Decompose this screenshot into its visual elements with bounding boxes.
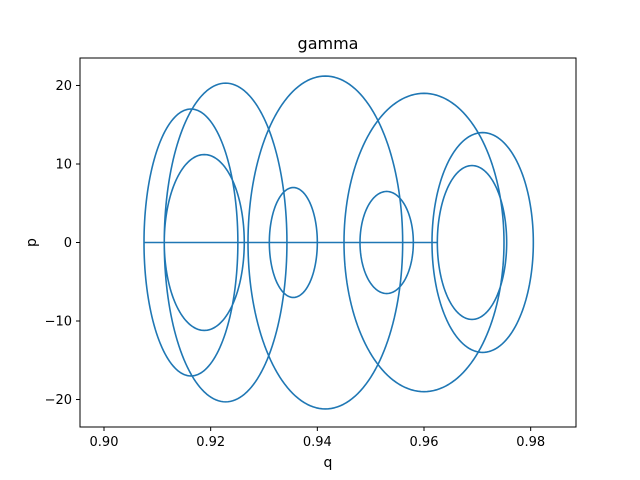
- y-tick-label: −10: [45, 315, 72, 330]
- plot-area: [143, 75, 535, 410]
- series-line: [143, 75, 535, 410]
- x-tick-label: 0.92: [196, 435, 225, 450]
- x-tick-label: 0.90: [90, 435, 119, 450]
- ticks: 0.90 0.92 0.94 0.96 0.98 −20 −10 0 10 20: [45, 79, 546, 450]
- x-axis-label: q: [324, 455, 333, 471]
- chart-title: gamma: [298, 34, 359, 53]
- y-tick-label: 10: [55, 157, 72, 172]
- y-tick-label: −20: [45, 393, 72, 408]
- x-tick-label: 0.94: [303, 435, 332, 450]
- x-tick-label: 0.96: [410, 435, 439, 450]
- y-tick-label: 20: [55, 79, 72, 94]
- y-tick-label: 0: [64, 236, 72, 251]
- x-tick-label: 0.98: [516, 435, 545, 450]
- y-axis-label: p: [24, 238, 40, 247]
